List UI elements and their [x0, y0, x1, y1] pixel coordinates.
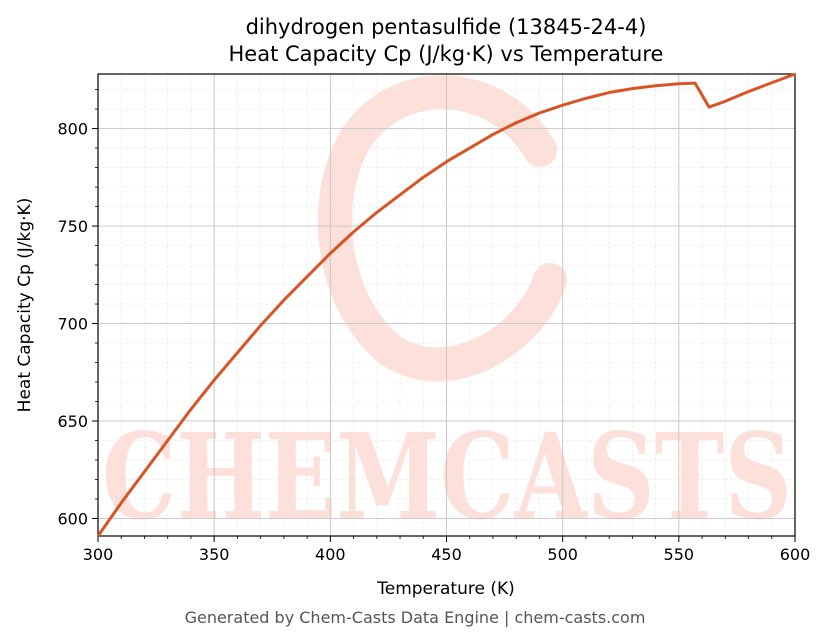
y-axis-label: Heat Capacity Cp (J/kg·K)	[15, 198, 35, 413]
y-tick-label: 600	[57, 509, 88, 528]
x-axis-label: Temperature (K)	[376, 579, 515, 599]
y-tick-label: 700	[57, 315, 88, 334]
x-tick-label: 550	[664, 545, 695, 564]
x-tick-label: 600	[780, 545, 811, 564]
x-tick-label: 300	[83, 545, 114, 564]
footer-credit: Generated by Chem-Casts Data Engine | ch…	[184, 608, 646, 627]
major-grid	[97, 74, 796, 536]
x-tick-label: 400	[315, 545, 346, 564]
x-tick-label: 500	[547, 545, 578, 564]
chart: CHEMCASTS 300 350 400 450 500 550 600 600 650 70…	[15, 15, 811, 599]
x-tick-label: 350	[199, 545, 230, 564]
axis-ticks	[92, 89, 796, 542]
y-tick-label: 750	[57, 217, 88, 236]
y-tick-labels: 600 650 700 750 800	[57, 120, 88, 529]
y-tick-label: 650	[57, 412, 88, 431]
chart-title-line2: Heat Capacity Cp (J/kg·K) vs Temperature	[229, 42, 664, 66]
chart-title-line1: dihydrogen pentasulfide (13845-24-4)	[246, 15, 647, 39]
x-tick-label: 450	[431, 545, 462, 564]
watermark-swirl	[317, 75, 567, 382]
watermark-text: CHEMCASTS	[102, 407, 792, 546]
x-tick-labels: 300 350 400 450 500 550 600	[83, 545, 811, 564]
watermark: CHEMCASTS	[102, 75, 792, 546]
series-line	[96, 72, 796, 537]
y-tick-label: 800	[57, 120, 88, 139]
